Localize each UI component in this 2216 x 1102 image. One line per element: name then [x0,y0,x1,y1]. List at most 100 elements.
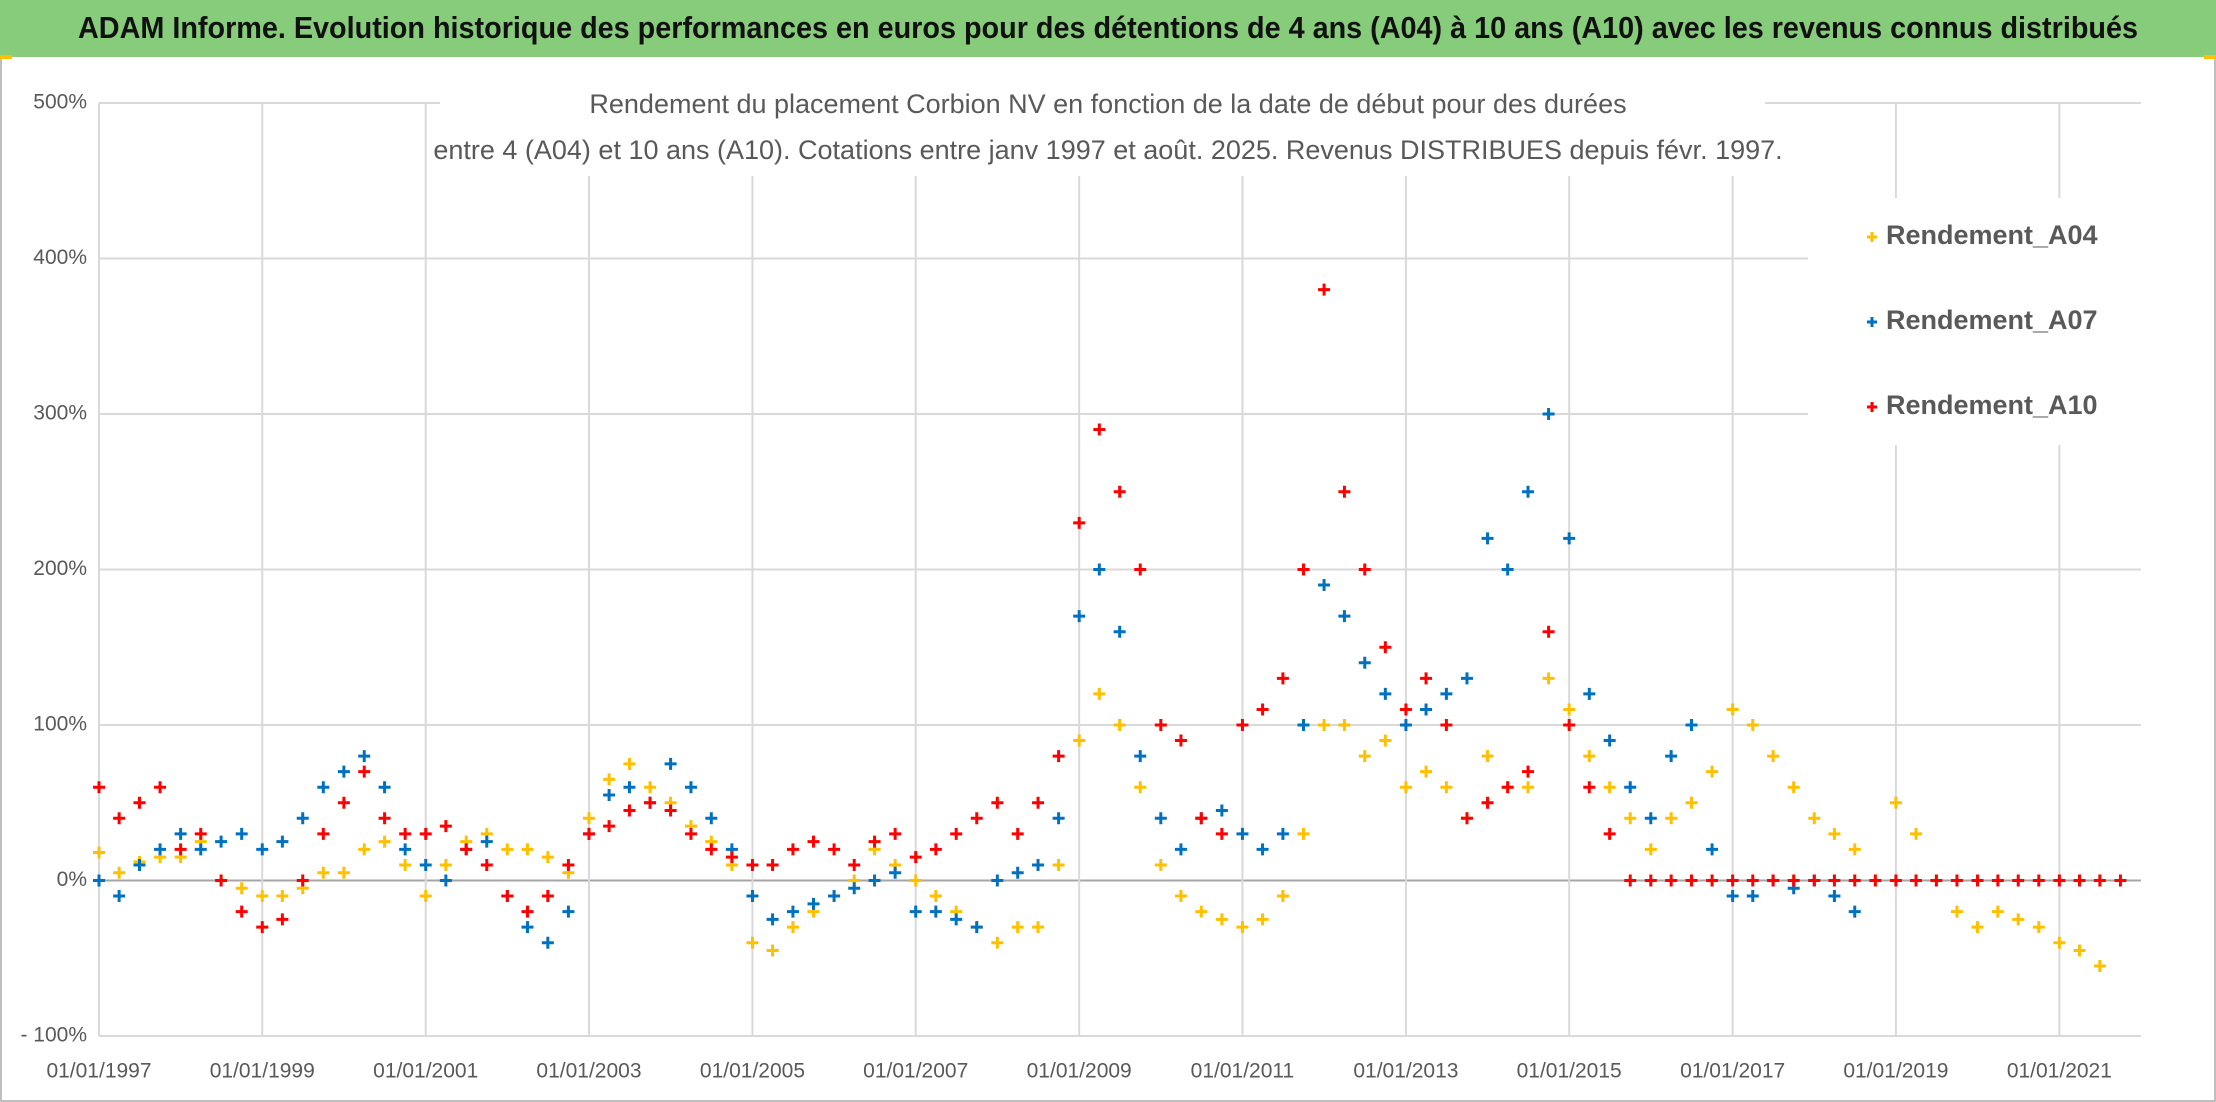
data-point [1093,687,1106,700]
data-point [439,820,452,833]
data-point [1236,827,1249,840]
data-point [1399,781,1412,794]
y-tick-label: 500% [33,91,87,114]
data-point [929,905,942,918]
data-point [1828,874,1841,887]
data-point [582,812,595,825]
data-point [1011,827,1024,840]
data-point [746,890,759,903]
data-point [276,890,289,903]
data-point [154,781,167,794]
data-point [1542,672,1555,685]
data-point [1746,874,1759,887]
data-point [439,874,452,887]
data-point [766,858,779,871]
data-point [1236,719,1249,731]
data-point [603,820,616,833]
data-point [419,827,432,840]
data-point [1848,905,1861,918]
data-point [1215,804,1228,817]
data-point [623,781,636,794]
data-point [1828,890,1841,903]
overlay: - 100% 0% 100% 200% 300% 400% 500% 01/01/1997 01… [20,84,2141,1083]
data-point [1113,485,1126,498]
data-point [991,936,1004,949]
data-point [2073,944,2086,957]
x-tick-label: 01/01/2011 [1191,1060,1295,1083]
data-point [1522,485,1535,498]
data-point [1195,812,1208,825]
data-point [1276,827,1289,840]
data-point [1746,719,1759,731]
data-point [1215,913,1228,926]
data-point [1134,750,1147,763]
data-point [337,796,350,809]
data-point [1910,827,1923,840]
data-point [828,843,841,856]
data-point [1297,563,1310,576]
data-point [1440,781,1453,794]
data-point [1726,890,1739,903]
data-point [93,874,105,887]
data-point [1338,485,1351,498]
data-point [2053,936,2066,949]
data-point [1052,812,1065,825]
data-point [1583,781,1596,794]
x-tick-label: 01/01/2003 [536,1060,641,1083]
data-point [480,835,493,848]
data-point [1420,765,1433,778]
data-point [1338,719,1351,731]
data-point [1440,719,1453,731]
data-point [1665,874,1678,887]
y-tick-label: 100% [33,713,87,736]
data-point [1501,781,1514,794]
data-point [1624,812,1637,825]
y-tick-label: 400% [33,246,87,269]
data-point [848,858,861,871]
data-point [2053,874,2066,887]
data-point [337,765,350,778]
data-point [1481,750,1494,763]
data-point [644,796,657,809]
data-point [746,936,759,949]
data-point [296,812,309,825]
data-point [807,835,820,848]
data-point [276,913,289,926]
x-tick-label: 01/01/2015 [1517,1060,1622,1083]
data-point [562,858,575,871]
data-point [1318,719,1331,731]
legend-label: Rendement_A10 [1886,390,2098,420]
x-tick-label: 01/01/1997 [46,1060,151,1083]
data-point [786,905,799,918]
chart-title: Rendement du placement Corbion NV en fon… [589,89,1626,119]
data-point [970,921,983,934]
data-point [1073,610,1086,623]
data-point [1665,750,1678,763]
data-point [1011,921,1024,934]
data-point [2073,874,2086,887]
data-point [1093,563,1106,576]
data-point [378,812,391,825]
data-point [868,874,881,887]
data-point [848,882,861,895]
data-point [1113,625,1126,638]
data-point [1685,719,1698,731]
data-point [133,796,146,809]
data-point [950,827,963,840]
data-point [766,944,779,957]
data-point [1950,905,1963,918]
data-point [1583,750,1596,763]
data-point [215,874,228,887]
data-point [950,913,963,926]
y-tick-label: 300% [33,402,87,425]
data-point [644,781,657,794]
data-point [1276,890,1289,903]
data-point [1379,687,1392,700]
data-point [766,913,779,926]
data-point [1542,408,1555,420]
data-point [1174,890,1187,903]
data-point [154,843,167,856]
x-tick-label: 01/01/2019 [1843,1060,1948,1083]
data-point [541,851,554,864]
data-point [1889,796,1902,809]
